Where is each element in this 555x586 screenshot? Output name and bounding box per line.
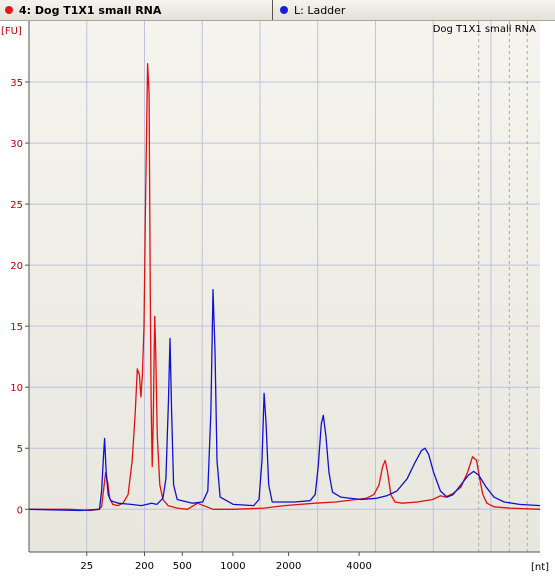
y-tick-label: 35: [10, 78, 23, 89]
y-tick-label: 30: [10, 139, 23, 150]
grid-lines: [29, 21, 540, 552]
tab-sample-4[interactable]: 4: Dog T1X1 small RNA: [0, 0, 273, 20]
x-tick-label: 2000: [276, 561, 301, 572]
plot-area: [29, 21, 540, 552]
ladder-blue-dot-icon: [280, 6, 288, 14]
x-tick-labels: 25 200 500 1000 2000 4000: [80, 552, 372, 572]
chart-title: Dog T1X1 small RNA: [433, 24, 536, 35]
electropherogram-chart: 0 5 10 15 20 25 30 35 25 200 500 1000 2000 4000 [FU]…: [0, 21, 555, 586]
x-tick-label: 500: [173, 561, 192, 572]
y-tick-label: 25: [10, 200, 23, 211]
ladder-series-line: [28, 288, 541, 512]
x-axis-label: [nt]: [531, 562, 549, 573]
y-tick-label: 0: [17, 505, 23, 516]
sample-tab-bar: 4: Dog T1X1 small RNA L: Ladder: [0, 0, 555, 21]
y-tick-labels: 0 5 10 15 20 25 30 35: [10, 78, 29, 516]
x-tick-label: 4000: [346, 561, 371, 572]
x-tick-label: 200: [135, 561, 154, 572]
tab-ladder[interactable]: L: Ladder: [273, 0, 555, 20]
tab-ladder-label: L: Ladder: [294, 3, 346, 17]
y-tick-label: 15: [10, 322, 23, 333]
data-series: [28, 63, 541, 512]
y-tick-label: 20: [10, 261, 23, 272]
y-tick-label: 10: [10, 383, 23, 394]
x-tick-label: 1000: [220, 561, 245, 572]
y-tick-label: 5: [17, 444, 23, 455]
x-tick-label: 25: [80, 561, 93, 572]
y-axis-label: [FU]: [1, 26, 22, 37]
sample-red-dot-icon: [5, 6, 13, 14]
tab-sample-4-label: 4: Dog T1X1 small RNA: [19, 3, 162, 17]
